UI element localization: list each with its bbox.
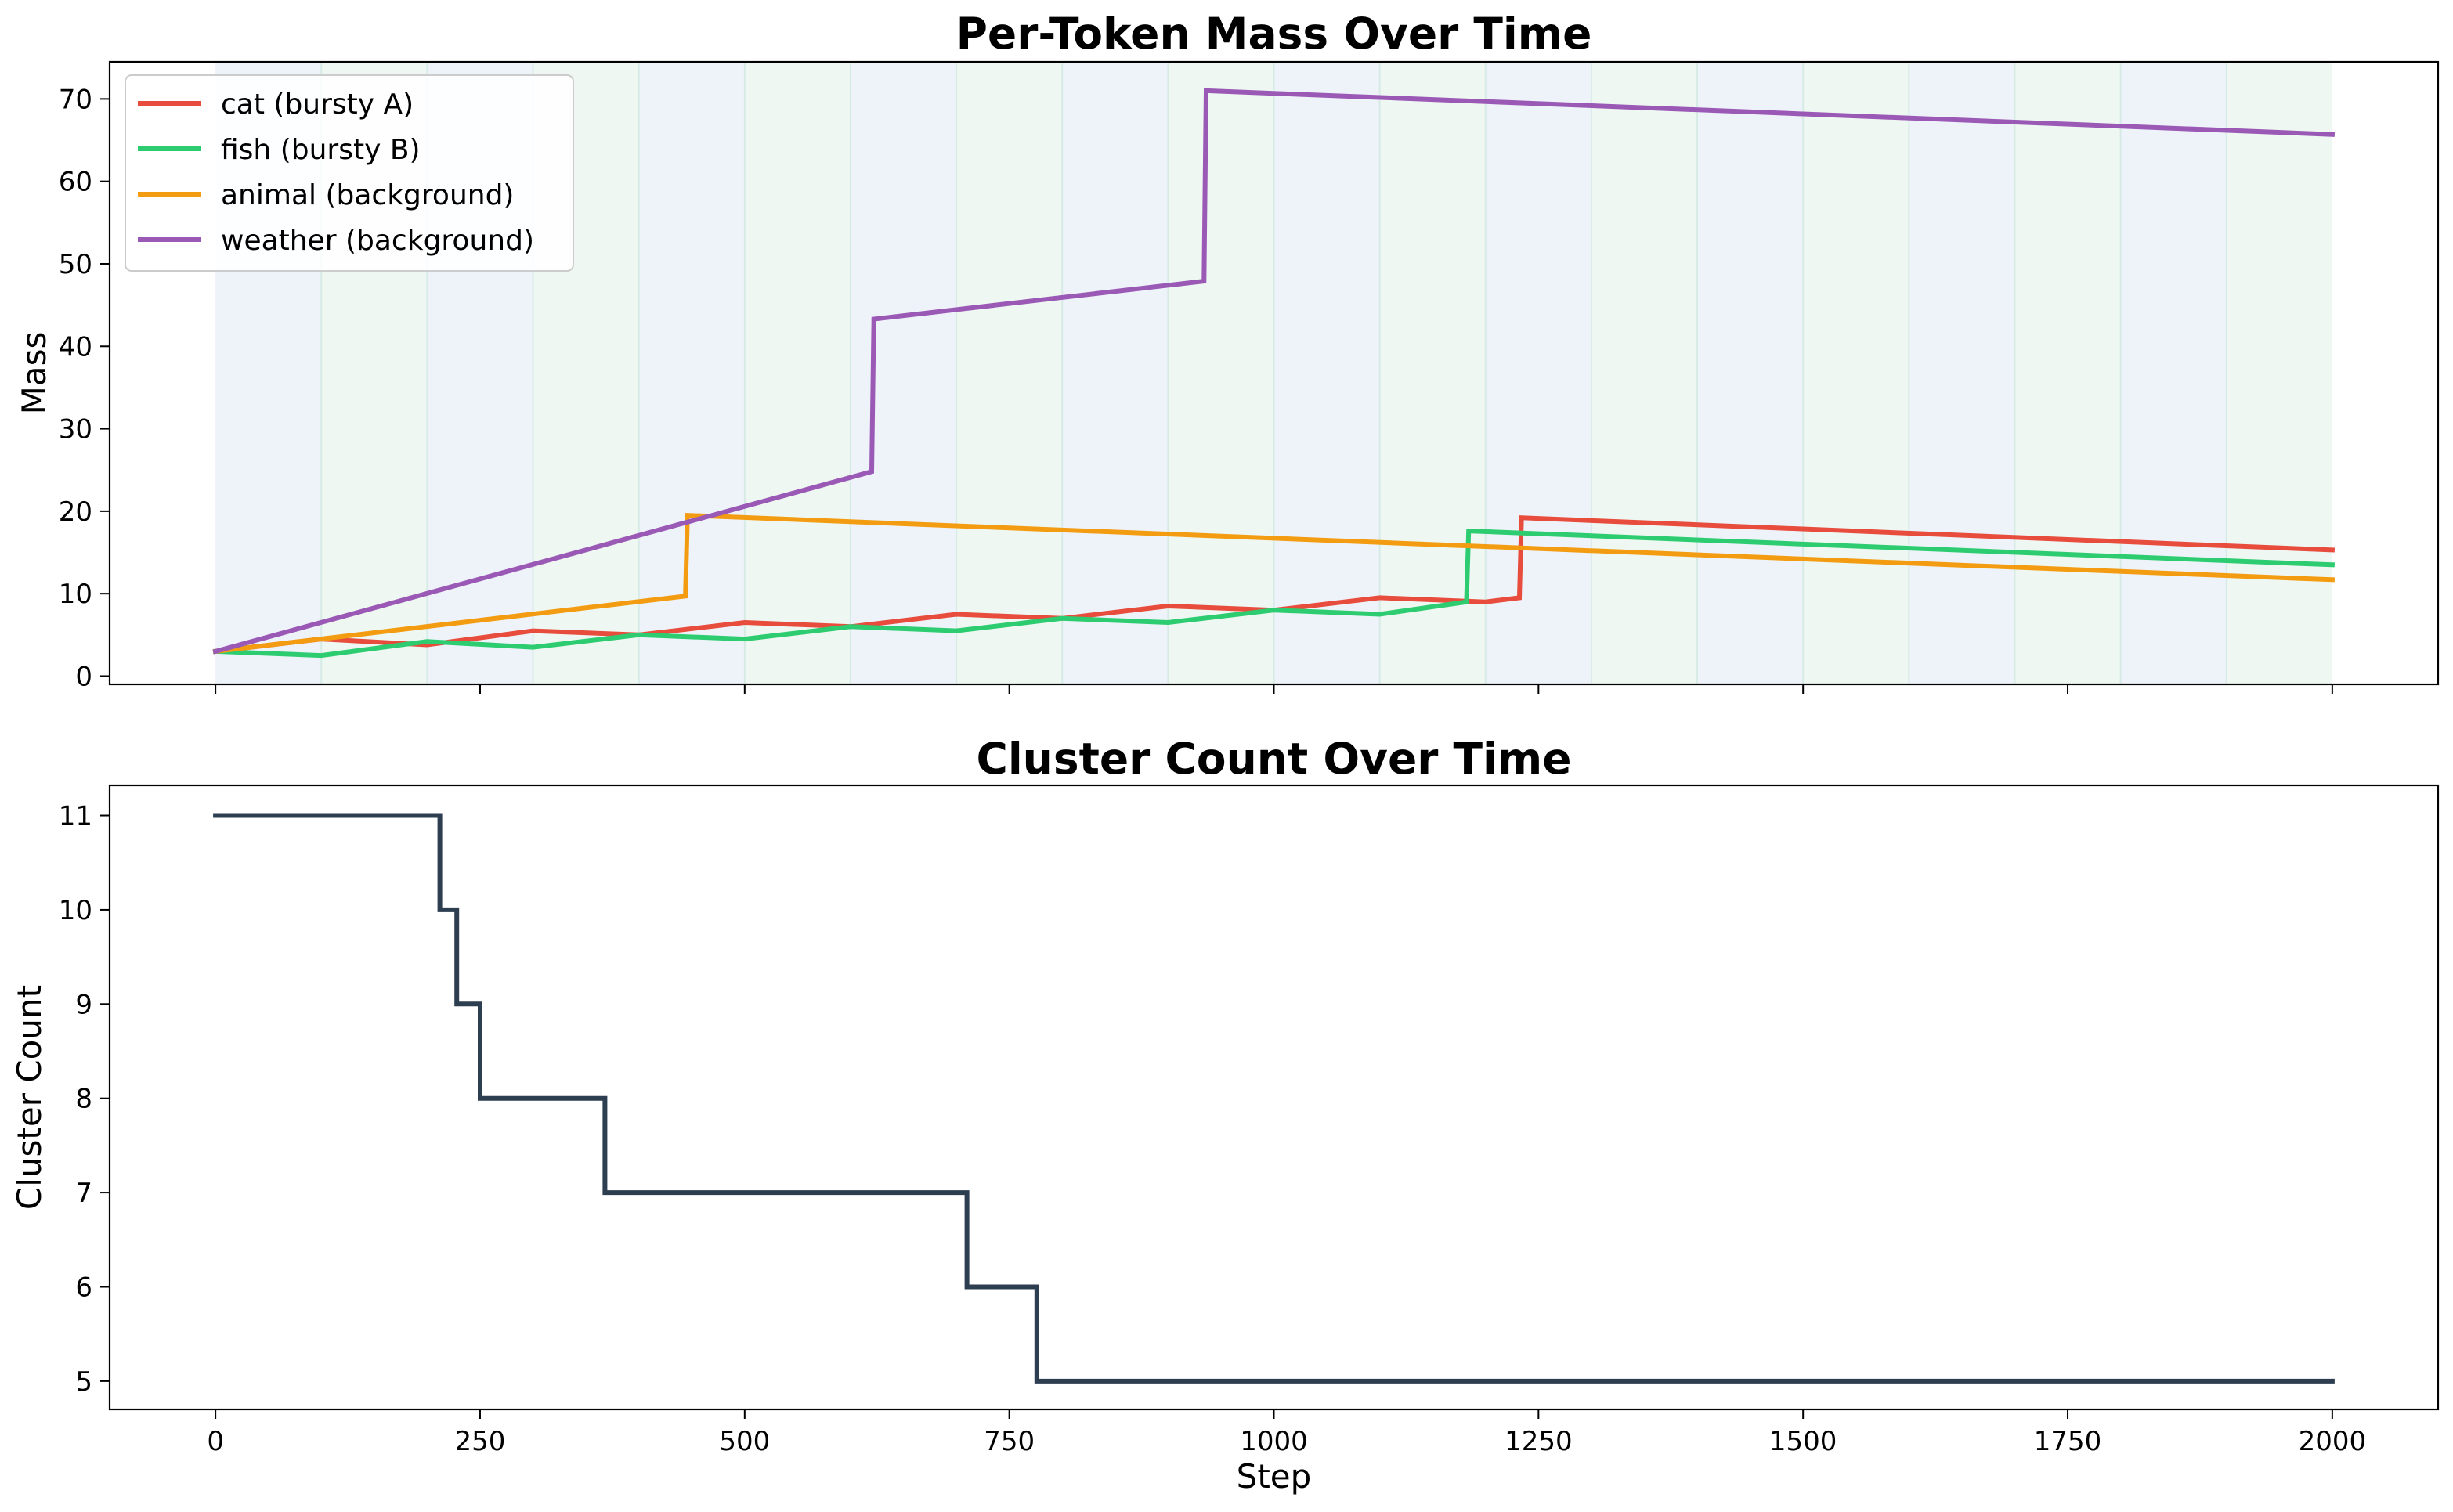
background-band [1697,62,1804,684]
cluster-x-tick-label: 1000 [1240,1426,1308,1457]
mass-chart-title: Per-Token Mass Over Time [956,9,1592,59]
mass-axes: 0 10 20 30 40 50 60 70 [59,60,2440,694]
cluster-x-tick-label: 1500 [1769,1426,1837,1457]
mass-series-line-1 [212,528,2336,659]
cluster-y-tick-label: 8 [75,1084,92,1115]
cluster-chart-title: Cluster Count Over Time [976,734,1571,784]
mass-y-tick-label: 60 [59,167,92,198]
mass-y-tick-label: 70 [59,84,92,115]
background-band [1168,62,1274,684]
mass-series-line-2 [212,512,2336,655]
mass-y-axis-label: Mass [15,332,53,415]
background-band [1803,62,1909,684]
cluster-x-axis-label: Step [1237,1457,1312,1496]
cluster-x-tick-label: 0 [207,1426,224,1457]
mass-y-tick-label: 30 [59,414,92,446]
cluster-x-tick-label: 500 [719,1426,770,1457]
legend-label: animal (background) [221,179,514,211]
background-band [2226,62,2332,684]
cluster-y-tick-label: 11 [59,801,92,832]
mass-y-tick-label: 50 [59,249,92,280]
background-band [956,62,1063,684]
background-band [1909,62,2015,684]
legend-label: cat (bursty A) [221,88,414,121]
mass-y-tick-label: 20 [59,496,92,528]
cluster-y-tick-label: 7 [75,1178,92,1209]
cluster-x-tick-label: 750 [984,1426,1035,1457]
cluster-y-tick-label: 9 [75,989,92,1020]
mass-y-tick-label: 10 [59,579,92,610]
cluster-axes: 5 6 7 8 9 10 11 0 250 500 750 1000 1250 1500 1750 2000 [59,784,2440,1457]
mass-legend: cat (bursty A) fish (bursty B) animal (bac… [125,74,574,272]
cluster-x-tick-label: 1250 [1505,1426,1573,1457]
mass-panel: 0 10 20 30 40 50 60 70 Per-Token Mass Over Time… [15,9,2440,694]
mass-series-group [212,88,2336,659]
background-band [2120,62,2227,684]
background-band [1062,62,1169,684]
cluster-y-tick-label: 6 [75,1272,92,1303]
mass-y-tick-label: 40 [59,331,92,363]
mass-series-line-3 [212,88,2336,655]
cluster-series-line-0 [213,813,2335,1384]
legend-label: fish (bursty B) [221,134,421,166]
background-band [1485,62,1591,684]
background-band [1379,62,1486,684]
background-band [2014,62,2121,684]
cluster-x-tick-label: 1750 [2034,1426,2102,1457]
cluster-y-axis-label: Cluster Count [10,985,49,1210]
cluster-x-tick-label: 2000 [2299,1426,2367,1457]
cluster-x-tick-label: 250 [455,1426,506,1457]
cluster-series-group [213,813,2335,1384]
background-band [1273,62,1380,684]
legend-label: weather (background) [221,225,534,257]
background-band [744,62,851,684]
cluster-y-tick-label: 5 [75,1366,92,1398]
background-band [850,62,957,684]
background-band [638,62,745,684]
background-band [1591,62,1698,684]
mass-series-line-0 [212,515,2336,655]
cluster-y-tick-label: 10 [59,895,92,926]
legend-box [125,74,574,272]
mass-y-tick-label: 0 [75,661,92,692]
